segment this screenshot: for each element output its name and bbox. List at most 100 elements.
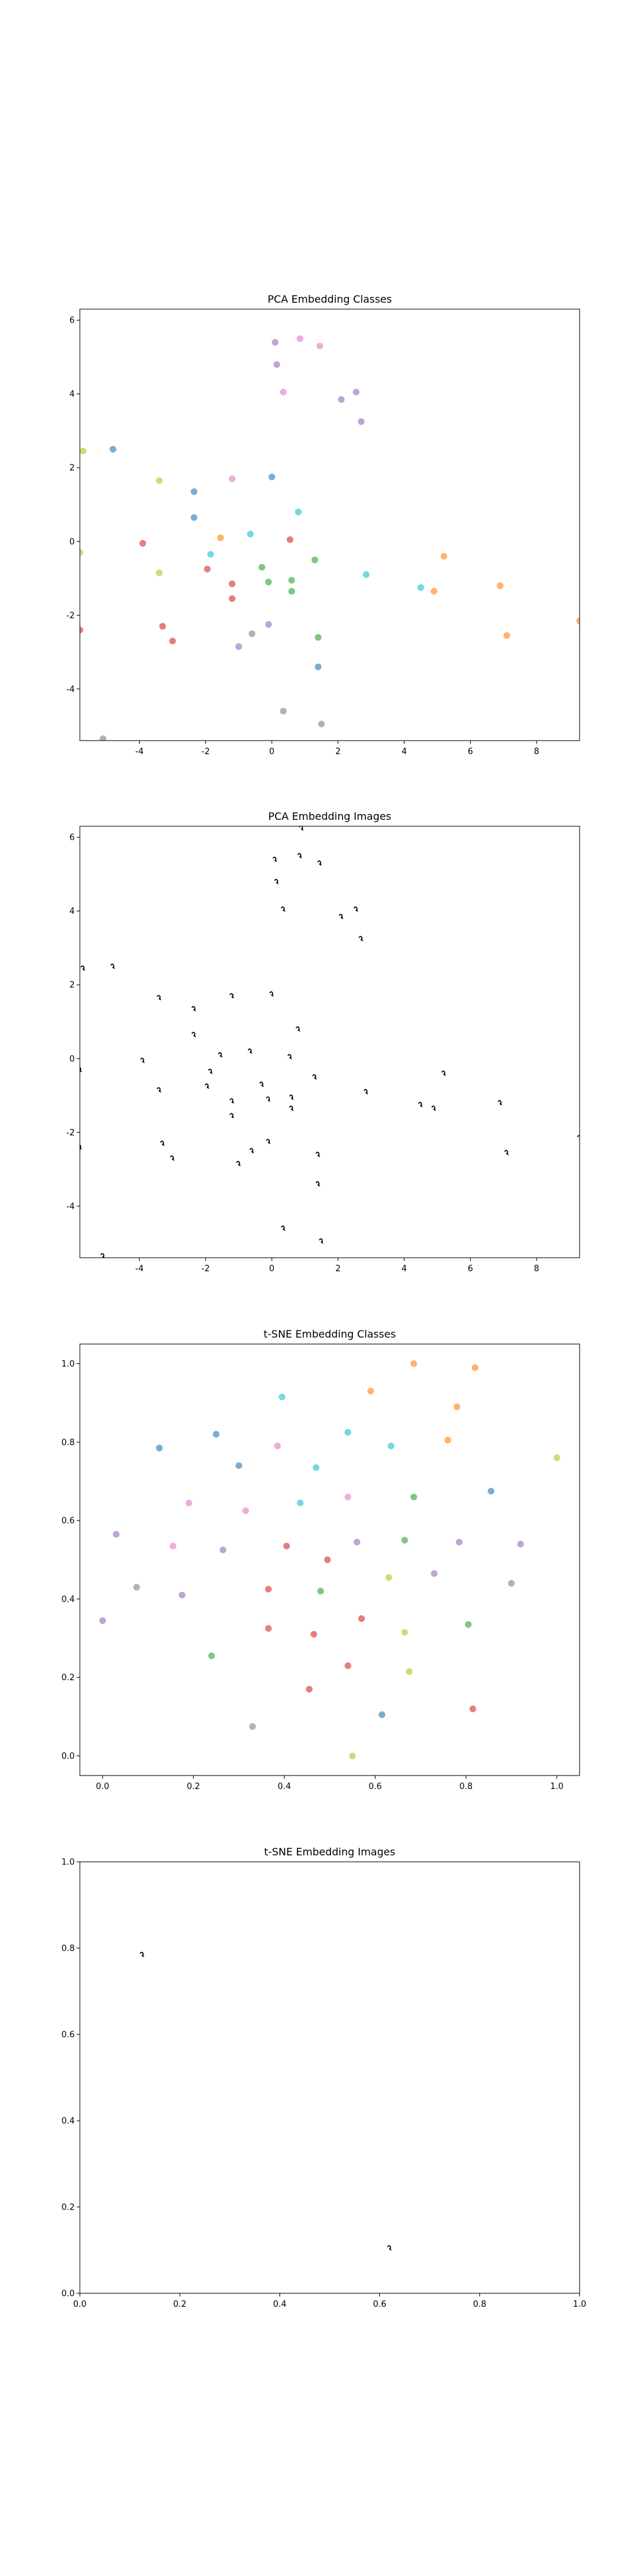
data-point [576, 617, 580, 625]
data-point [274, 1443, 281, 1450]
data-point [401, 1537, 408, 1544]
data-point [410, 1493, 417, 1501]
image-marker [418, 1102, 423, 1108]
x-tick-label: 0.6 [373, 2300, 386, 2309]
data-point [312, 1464, 320, 1472]
data-point [464, 1621, 472, 1628]
data-point [191, 514, 198, 521]
data-point [345, 1428, 352, 1436]
data-point [316, 343, 323, 350]
y-tick-label: -2 [66, 611, 75, 621]
data-point [229, 475, 236, 482]
x-tick-label: 0.0 [96, 1782, 109, 1792]
data-point [417, 584, 424, 591]
data-point [283, 1542, 290, 1549]
image-marker [296, 1026, 300, 1032]
data-point [455, 1539, 463, 1546]
data-point [311, 556, 319, 564]
image-marker [269, 991, 274, 997]
image-marker [274, 878, 279, 884]
image-marker [205, 1083, 209, 1089]
data-point [288, 587, 296, 595]
image-marker [312, 1074, 317, 1080]
tsne-classes-title: t-SNE Embedding Classes [263, 1328, 395, 1340]
y-tick-label: 0.8 [61, 1944, 75, 1954]
tsne-images-title: t-SNE Embedding Images [264, 1846, 395, 1858]
image-marker [387, 2245, 392, 2251]
pca-images-frame [79, 826, 580, 1258]
data-point [268, 473, 276, 480]
y-tick-label: 0 [70, 537, 75, 547]
x-tick-label: 0.4 [273, 2300, 287, 2309]
image-marker [218, 1052, 223, 1057]
x-tick-label: 2 [336, 1264, 341, 1274]
data-point [204, 565, 211, 573]
image-marker [160, 1141, 165, 1146]
y-tick-label: 4 [70, 907, 75, 916]
image-marker [441, 1070, 446, 1076]
image-marker [359, 936, 363, 942]
image-marker [339, 914, 343, 920]
image-marker [140, 1951, 144, 1957]
x-tick-label: 0.4 [278, 1782, 291, 1792]
image-marker [272, 857, 278, 862]
x-tick-label: 4 [401, 747, 406, 757]
data-point [80, 627, 84, 634]
data-point [345, 1493, 352, 1501]
data-point [99, 735, 107, 741]
x-tick-label: 0.8 [473, 2300, 486, 2309]
data-point [349, 1752, 356, 1759]
y-tick-label: 0.2 [61, 1673, 75, 1683]
data-point [345, 1662, 352, 1669]
data-point [109, 446, 117, 453]
y-tick-label: 1.0 [61, 1858, 75, 1868]
data-point [156, 477, 163, 484]
x-tick-label: 0.2 [187, 1782, 200, 1792]
data-point [317, 1587, 325, 1595]
data-point [306, 1685, 313, 1693]
x-tick-label: 0.0 [73, 2300, 87, 2309]
data-point [265, 578, 272, 585]
data-point [337, 396, 345, 403]
image-marker [497, 1100, 502, 1106]
y-tick-label: 2 [70, 464, 75, 473]
data-point [287, 536, 294, 544]
image-marker [229, 1113, 234, 1119]
image-marker [299, 826, 304, 831]
data-point [156, 569, 163, 576]
pca-classes-title: PCA Embedding Classes [268, 293, 392, 305]
image-marker [363, 1089, 368, 1095]
data-point [503, 632, 511, 639]
data-point [471, 1364, 478, 1371]
data-point [294, 508, 302, 516]
image-marker [156, 1087, 162, 1093]
y-tick-label: 0.6 [61, 1517, 75, 1526]
data-point [217, 534, 224, 542]
data-point [159, 623, 166, 630]
tsne-classes-axes: t-SNE Embedding Classes 0.0 0.2 0.4 0.6 0.8 1.… [61, 1328, 580, 1792]
data-point [488, 1488, 495, 1495]
data-point [357, 418, 365, 425]
image-marker [316, 1181, 320, 1187]
image-marker [281, 1225, 285, 1231]
image-marker [191, 1006, 196, 1012]
image-marker [170, 1155, 175, 1161]
data-point [378, 1711, 386, 1718]
x-tick-label: 4 [401, 1264, 406, 1274]
data-point [497, 582, 504, 589]
data-point [207, 551, 214, 558]
data-point [265, 621, 272, 628]
x-tick-label: 6 [468, 747, 473, 757]
x-tick-label: 6 [468, 1264, 473, 1274]
data-point [208, 1653, 215, 1660]
x-tick-label: -2 [202, 747, 210, 757]
image-marker [236, 1160, 241, 1166]
data-point [220, 1546, 227, 1553]
image-marker [247, 1048, 252, 1054]
data-point [191, 488, 198, 495]
y-tick-label: 0.4 [61, 2117, 75, 2126]
image-marker [80, 965, 85, 971]
data-point [324, 1556, 331, 1564]
data-point [314, 634, 322, 641]
